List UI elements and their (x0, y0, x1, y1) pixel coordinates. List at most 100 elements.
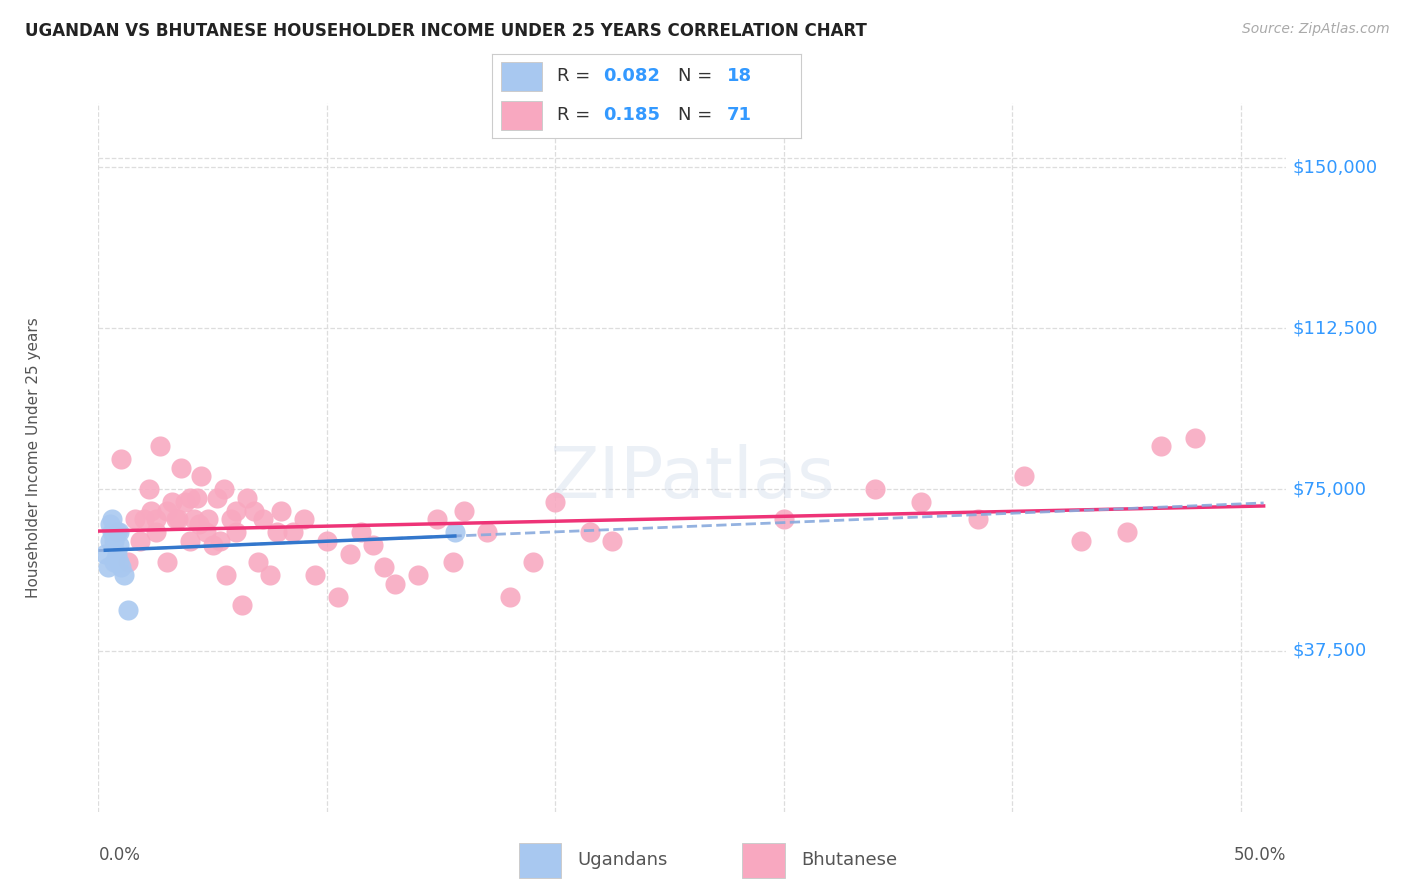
Text: N =: N = (678, 68, 717, 86)
Point (475, 525, 498, 540)
Point (225, 504, 247, 518)
Point (139, 504, 162, 518)
Point (110, 452, 132, 467)
Point (103, 556, 125, 570)
Point (105, 525, 128, 540)
Point (242, 504, 264, 518)
Point (96, 559, 120, 574)
Text: R =: R = (557, 106, 602, 124)
Point (1115, 525, 1137, 540)
Point (910, 495, 932, 509)
Point (453, 504, 475, 518)
Point (124, 512, 146, 526)
Text: 0.185: 0.185 (603, 106, 661, 124)
Point (266, 525, 288, 540)
Point (98, 516, 121, 531)
FancyBboxPatch shape (502, 101, 541, 130)
Point (304, 568, 326, 582)
Point (498, 590, 520, 604)
Text: 0.082: 0.082 (603, 68, 661, 86)
Point (138, 483, 160, 497)
Point (101, 525, 124, 540)
Point (201, 538, 224, 552)
Point (772, 512, 794, 526)
Point (145, 525, 167, 540)
FancyBboxPatch shape (519, 843, 561, 878)
Text: Bhutanese: Bhutanese (801, 851, 897, 870)
Point (1070, 533, 1092, 548)
Text: 71: 71 (727, 106, 752, 124)
Text: 18: 18 (727, 68, 752, 86)
Point (578, 525, 600, 540)
Point (863, 483, 886, 497)
Point (259, 568, 281, 582)
Point (219, 512, 242, 526)
Point (1184, 431, 1206, 445)
Text: Householder Income Under 25 years: Householder Income Under 25 years (25, 317, 41, 598)
Text: $75,000: $75,000 (1292, 481, 1367, 499)
Point (292, 512, 315, 526)
Point (441, 556, 464, 570)
Point (112, 568, 135, 582)
Point (183, 512, 205, 526)
Point (252, 512, 274, 526)
Point (117, 556, 139, 570)
Point (315, 533, 337, 548)
Point (544, 495, 567, 509)
Text: N =: N = (678, 106, 717, 124)
Point (156, 504, 179, 518)
Point (247, 556, 270, 570)
Point (408, 568, 430, 582)
Point (167, 512, 190, 526)
Point (602, 533, 624, 548)
Text: ZIPatlas: ZIPatlas (550, 444, 835, 513)
FancyBboxPatch shape (502, 62, 541, 91)
Text: 50.0%: 50.0% (1234, 846, 1286, 863)
Text: $37,500: $37,500 (1292, 641, 1367, 659)
Point (215, 568, 238, 582)
Text: Ugandans: Ugandans (578, 851, 668, 870)
Point (108, 538, 131, 552)
Point (281, 525, 304, 540)
Point (236, 491, 259, 505)
Point (149, 439, 172, 453)
Point (108, 556, 131, 570)
Point (105, 547, 128, 561)
Point (967, 512, 990, 526)
Point (270, 504, 292, 518)
Point (212, 483, 235, 497)
Point (160, 495, 183, 509)
Point (101, 512, 124, 526)
Point (190, 469, 212, 483)
Point (128, 533, 150, 548)
Point (94, 547, 117, 561)
Point (339, 547, 361, 561)
Point (443, 525, 465, 540)
Point (108, 525, 131, 540)
Point (103, 533, 125, 548)
Point (187, 516, 211, 531)
Point (361, 538, 384, 552)
Point (197, 512, 219, 526)
Text: Source: ZipAtlas.com: Source: ZipAtlas.com (1241, 22, 1389, 37)
Point (169, 461, 191, 475)
Text: $150,000: $150,000 (1292, 158, 1378, 176)
Point (103, 525, 125, 540)
Point (522, 556, 544, 570)
Point (225, 525, 247, 540)
Point (145, 512, 167, 526)
Point (1012, 469, 1035, 483)
Point (132, 512, 156, 526)
Point (231, 599, 253, 613)
Point (179, 491, 201, 505)
Point (1150, 439, 1173, 453)
Point (98, 533, 121, 548)
Point (117, 603, 139, 617)
Point (208, 533, 231, 548)
Point (105, 525, 128, 540)
Point (186, 491, 208, 505)
Point (350, 525, 373, 540)
Text: R =: R = (557, 68, 596, 86)
Point (165, 512, 187, 526)
Text: 0.0%: 0.0% (98, 846, 141, 863)
